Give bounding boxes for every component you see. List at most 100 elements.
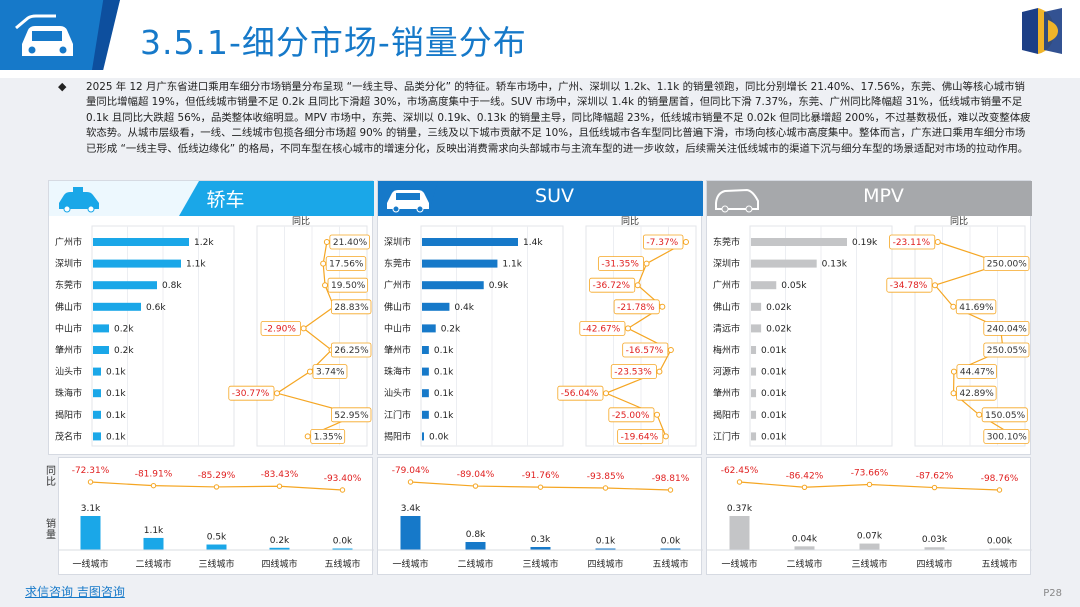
tier-value-label: 1.1k [144,526,164,536]
city-bar [751,302,762,311]
yoy-label: -56.04% [561,389,599,399]
city-label: 揭阳市 [384,430,411,442]
city-label: 佛山市 [384,301,411,313]
yoy-label: -42.67% [583,324,621,334]
yoy-label-box [886,277,933,293]
city-value-label: 0.01k [761,346,787,356]
tier-yoy-point [996,487,1003,493]
yoy-label: 19.50% [331,281,366,291]
yoy-label-box [983,342,1030,358]
tier-yoy-label: -62.45% [721,466,759,476]
page-number: P28 [1043,588,1062,599]
yoy-line [933,241,1016,437]
brand-logo-icon [1022,8,1062,54]
yoy-label: -25.00% [612,411,650,421]
city-value-label: 1.2k [194,238,214,248]
city-label: 中山市 [384,322,411,334]
yoy-label: 42.89% [960,389,995,399]
yoy-label-box [330,299,372,315]
city-label: 肇州市 [713,387,740,399]
city-bar [751,410,757,419]
city-value-label: 0.1k [434,389,454,399]
city-value-label: 0.0k [429,432,449,442]
city-label: 揭阳市 [713,409,740,421]
yoy-label-box [956,364,997,380]
yoy-point [662,433,669,440]
yoy-point [950,303,957,310]
city-label: 江门市 [713,430,740,442]
tier-value-label: 0.8k [466,530,486,540]
city-bar [751,346,757,354]
footer-link[interactable]: 求信咨询 吉图咨询 [25,585,125,599]
city-value-label: 0.4k [454,303,474,313]
city-label: 梅州市 [713,344,740,356]
tier-bar [400,516,421,550]
tier-bar [206,544,227,550]
city-label: 东莞市 [713,236,740,248]
yoy-point [634,282,641,289]
sedan-tier-panel: 3.1k 一线城市 -72.31% 1.1k 二线城市 -81.91% 0.5k 三线城市 -8… [58,457,374,575]
yoy-label-box [327,277,369,293]
yoy-label-box [228,385,275,401]
tier-yoy-point [276,483,283,489]
city-label: 广州市 [55,236,82,248]
tier-category-label: 四线城市 [587,558,623,570]
tier-yoy-label: -87.62% [916,472,954,482]
city-bar [93,302,141,311]
city-label: 深圳市 [55,258,82,270]
yoy-point [603,390,609,397]
yoy-label: 240.04% [987,324,1027,334]
yoy-point [659,303,666,310]
tier-bar [989,548,1010,550]
city-value-label: 1.4k [523,238,543,248]
city-bar [422,281,484,290]
tier-yoy-point [339,487,346,493]
tier-value-label: 0.2k [270,536,290,546]
yoy-point [624,325,631,332]
city-bar [422,367,429,376]
taxi-icon [59,187,99,213]
suv-tier-chart: 3.4k 一线城市 -79.04% 0.8k 二线城市 -89.04% 0.3k 三线城市 -9… [378,466,703,570]
yoy-point [320,260,327,267]
yoy-label-box [981,407,1028,423]
tier-value-label: 0.07k [857,532,883,542]
tier-category-label: 二线城市 [786,558,822,570]
yoy-label-box [622,342,669,358]
yoy-label: 17.56% [329,260,364,270]
tier-yoy-point [472,483,479,489]
tier-bar [80,516,101,550]
tier-yoy-point [931,484,938,491]
yoy-label: -23.11% [893,238,931,248]
city-value-label: 0.1k [106,432,126,442]
tier-yoy-label: -81.91% [135,470,173,480]
yoy-label-box [608,407,655,423]
yoy-label-box [579,321,626,336]
mpv-tier-chart: 0.37k 一线城市 -62.45% 0.04k 二线城市 -86.42% 0.07k 三线城… [707,466,1032,570]
yoy-label-box [310,428,346,444]
city-value-label: 0.02k [766,324,792,334]
tier-category-label: 二线城市 [457,558,493,570]
city-label: 汕头市 [384,387,411,399]
tier-value-label: 0.1k [596,537,616,547]
city-label: 佛山市 [713,301,740,313]
yoy-label: 3.74% [316,368,345,378]
city-value-label: 0.8k [162,281,182,291]
city-value-label: 0.13k [822,260,848,270]
tier-yoy-label: -85.29% [198,471,236,481]
yoy-label: -7.37% [646,238,678,248]
city-bar [751,259,817,268]
tier-category-label: 五线城市 [652,558,688,570]
tier-yoy-label: -89.04% [457,470,495,480]
tier-value-label: 0.0k [661,537,681,547]
yoy-label-box [330,342,372,358]
tier-value-label: 0.3k [531,535,551,545]
tier-yoy-point [537,484,544,490]
page-title: 3.5.1-细分市场-销量分布 [140,23,527,62]
city-value-label: 0.6k [146,303,166,313]
tier-value-label: 0.0k [333,537,353,547]
city-bar [93,281,157,290]
sedan-panel-title: 轿车 [206,189,245,211]
side-label-yoy: 同比 [46,466,56,488]
